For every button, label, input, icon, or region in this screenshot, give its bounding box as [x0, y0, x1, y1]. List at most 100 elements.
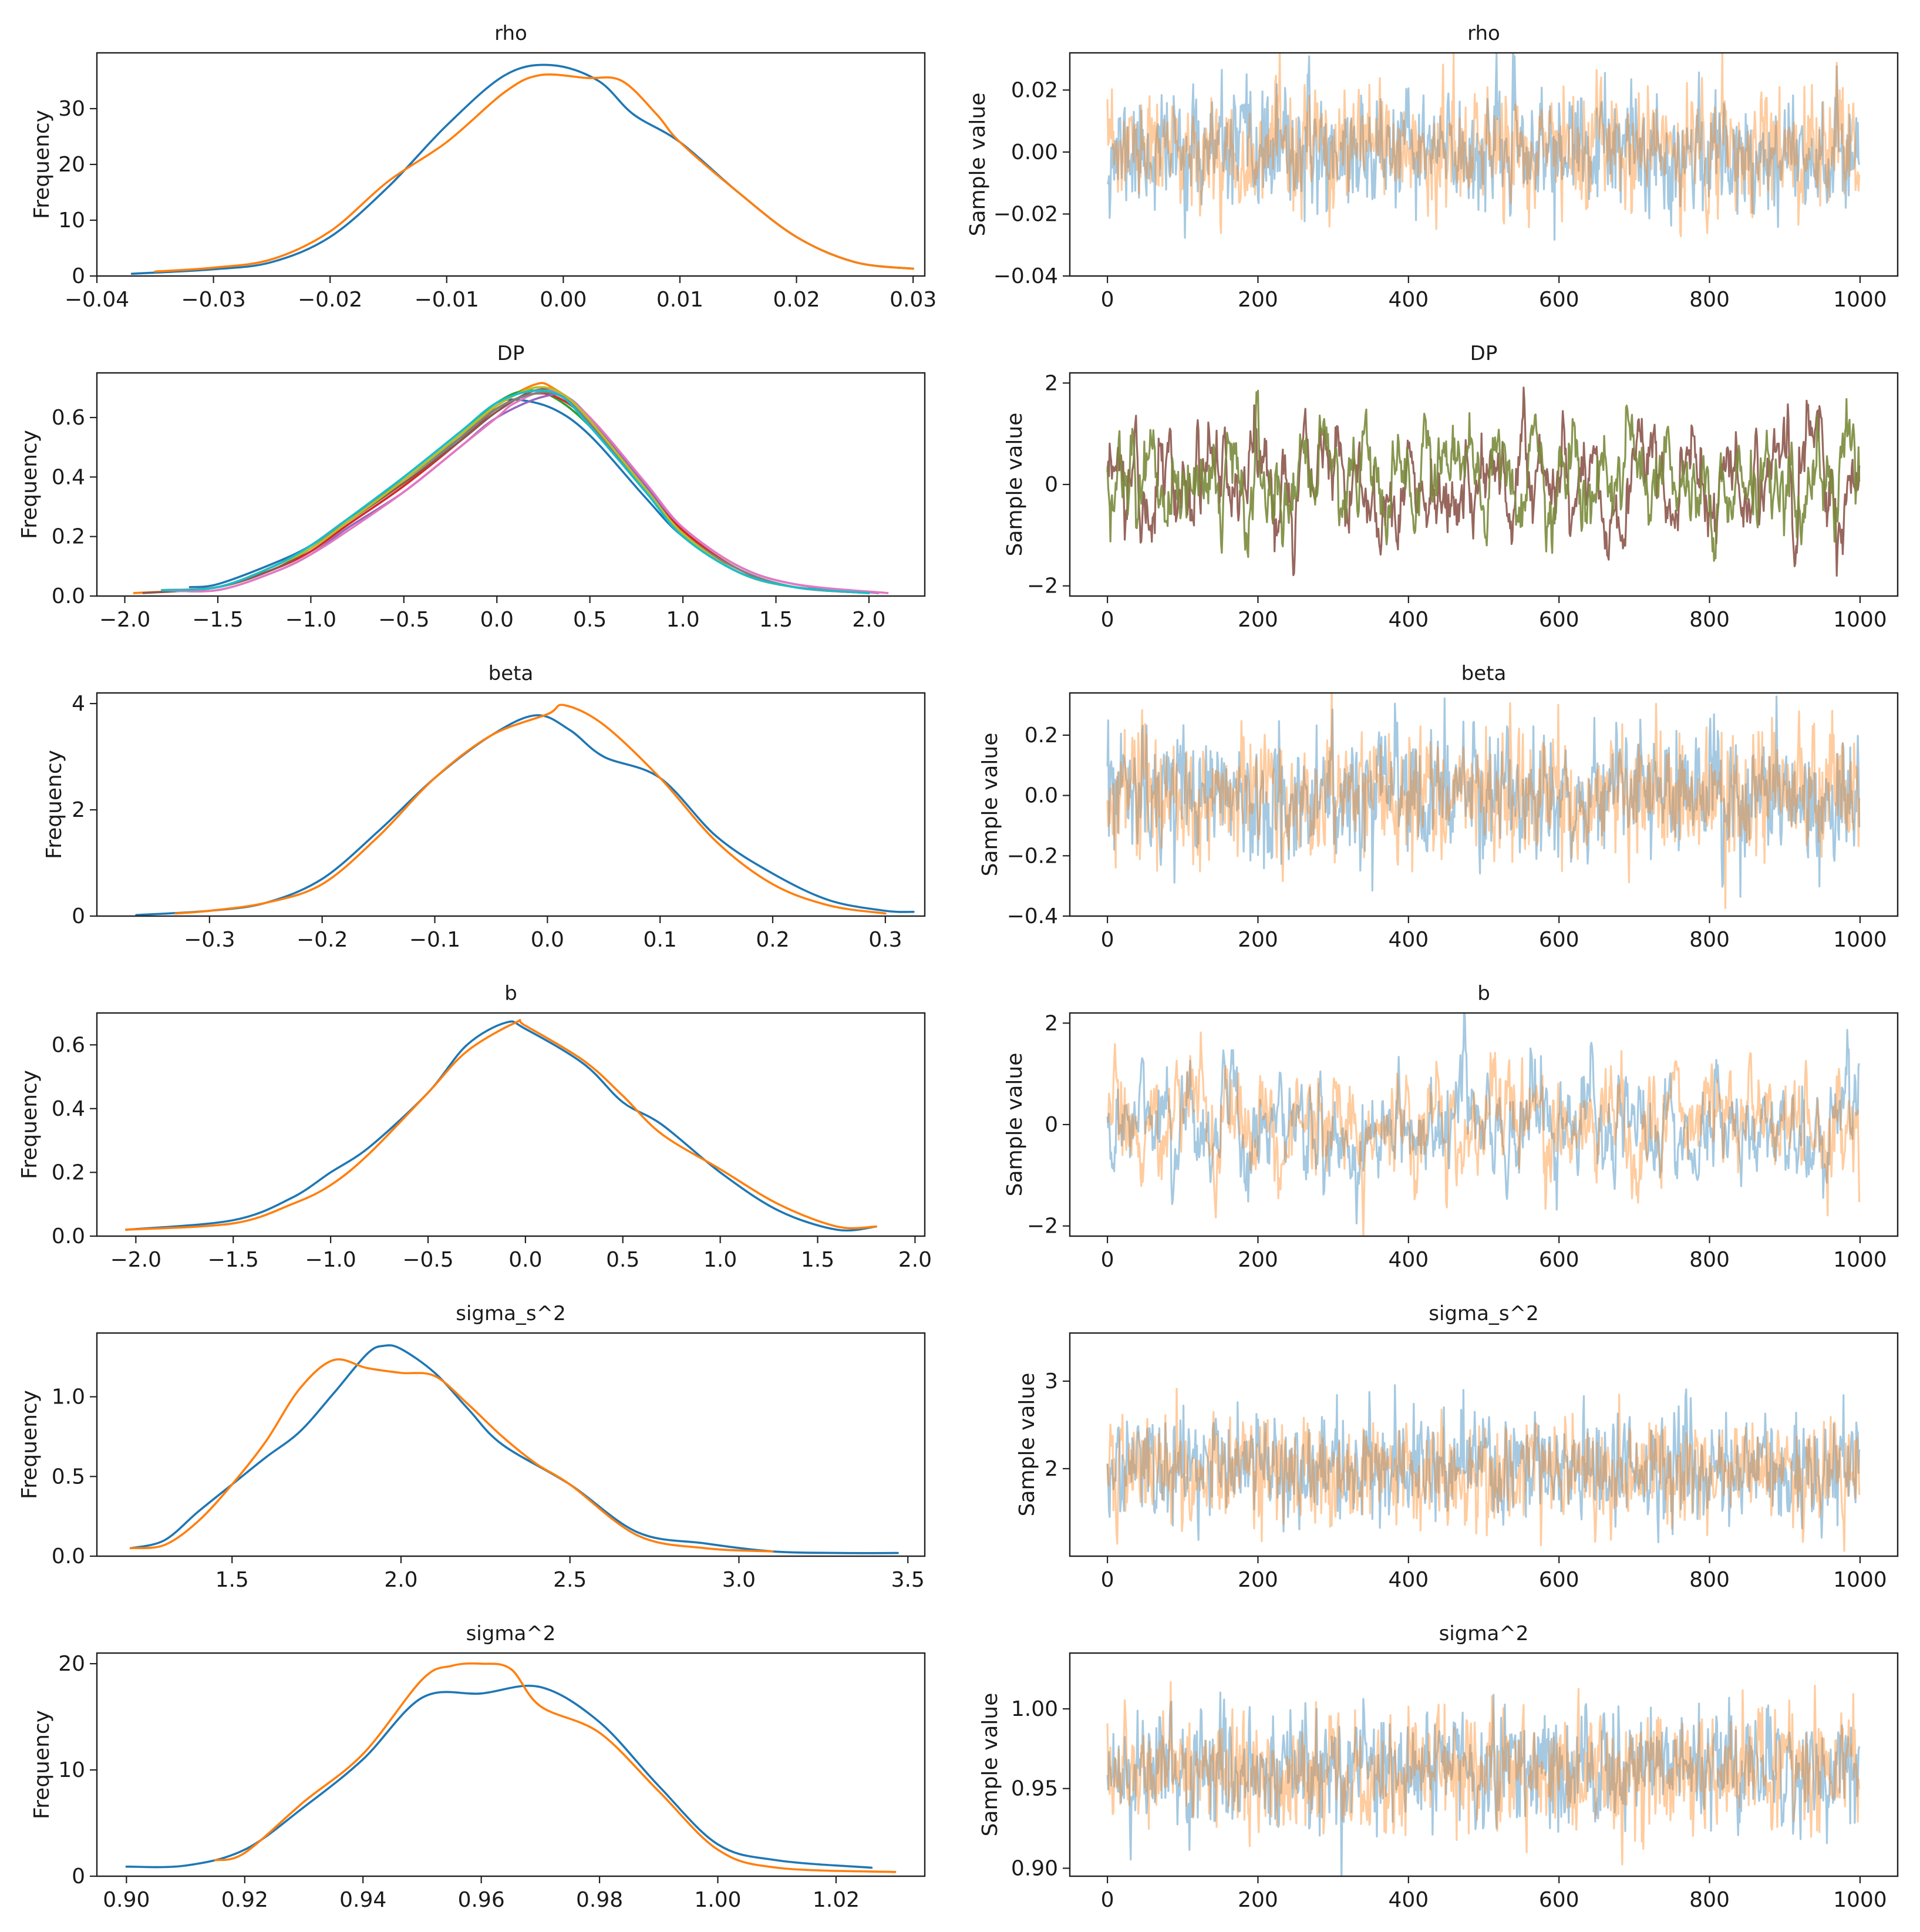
dp-density-line-chain-7	[161, 391, 870, 594]
sigma-2-density-xtick-label: 1.00	[694, 1888, 741, 1912]
sigma-2-density-ytick-label: 20	[58, 1652, 85, 1676]
sigma-s-2-density-xtick-label: 2.5	[553, 1568, 587, 1592]
sigma-2-density-xtick-label: 1.02	[813, 1888, 860, 1912]
rho-density-line-chain-1	[154, 73, 914, 273]
beta-trace-xtick-label: 800	[1689, 928, 1730, 952]
b-density-ylabel: Frequency	[18, 1070, 42, 1179]
sigma-s-2-density-xtick-label: 3.0	[722, 1568, 756, 1592]
rho-density-series-group	[130, 63, 914, 275]
beta-density-xtick-label: 0.0	[531, 928, 564, 952]
dp-density-xtick-label: 1.5	[759, 608, 793, 632]
rho-density-xtick-label: 0.02	[773, 288, 820, 312]
sigma-2-density-ytick-label: 10	[58, 1758, 85, 1782]
rho-trace-ytick-label: 0.02	[1011, 78, 1058, 102]
sigma-2-trace-trace-chain-1	[1106, 1681, 1861, 1866]
rho-trace-ylabel: Sample value	[966, 93, 990, 237]
dp-trace-ytick-label: 0	[1045, 473, 1058, 497]
b-density-xtick-label: 1.5	[801, 1248, 834, 1272]
sigma-2-trace-xtick-label: 0	[1101, 1888, 1114, 1912]
beta-density-xtick-label: −0.3	[184, 928, 235, 952]
beta-trace-ytick-label: −0.2	[1007, 844, 1058, 868]
rho-density-xtick-label: 0.03	[890, 288, 937, 312]
beta-trace-trace-chain-0	[1106, 695, 1861, 898]
b-density-xtick-label: 0.5	[606, 1248, 639, 1272]
sigma-s-2-density-ytick-label: 0.5	[52, 1465, 85, 1489]
sigma-2-trace-ytick-label: 1.00	[1011, 1697, 1058, 1721]
dp-density-xtick-label: 0.0	[480, 608, 514, 632]
sigma-2-trace-xtick-label: 600	[1539, 1888, 1579, 1912]
sigma-2-trace-panel: sigma^2 0 200 400 600 800 1000 0.90 0.95 1.00 Samp…	[978, 1622, 1899, 1912]
beta-trace-ylabel: Sample value	[978, 733, 1002, 877]
b-trace-trace-chain-1	[1107, 1031, 1861, 1236]
sigma-s-2-density-xtick-label: 2.0	[384, 1568, 417, 1592]
b-density-xtick-label: −0.5	[402, 1248, 453, 1272]
dp-density-series-group	[133, 382, 889, 594]
b-density-series-group	[125, 1019, 877, 1232]
dp-density-line-chain-8	[161, 386, 870, 594]
rho-density-ylabel: Frequency	[30, 110, 54, 219]
b-trace-panel: b 0 200 400 600 800 1000 −2 0 2 Sample value	[1003, 982, 1899, 1272]
beta-density-xtick-label: 0.2	[756, 928, 789, 952]
sigma-2-density-panel: sigma^2 0.90 0.92 0.94 0.96 0.98 1.00 1.02 0 10 20…	[30, 1622, 926, 1912]
b-density-xtick-label: −2.0	[110, 1248, 161, 1272]
rho-density-axes-frame	[96, 52, 926, 277]
rho-trace-title: rho	[1467, 22, 1500, 45]
dp-trace-ytick-label: −2	[1027, 574, 1058, 598]
dp-density-xtick-label: −1.0	[285, 608, 336, 632]
b-density-ytick-label: 0.4	[52, 1097, 85, 1121]
b-trace-xtick-label: 600	[1539, 1248, 1579, 1272]
b-trace-xtick-label: 400	[1388, 1248, 1429, 1272]
sigma-s-2-trace-ytick-label: 2	[1045, 1457, 1058, 1481]
sigma-2-density-xtick-label: 0.90	[103, 1888, 150, 1912]
sigma-s-2-density-ytick-label: 1.0	[52, 1385, 85, 1409]
dp-density-line-chain-2	[161, 389, 870, 594]
dp-trace-trace-chain-1	[1106, 389, 1861, 562]
rho-density-xtick-label: −0.03	[181, 288, 245, 312]
b-density-line-chain-0	[125, 1020, 877, 1232]
sigma-2-density-series-group	[125, 1662, 897, 1873]
beta-density-xtick-label: 0.1	[644, 928, 677, 952]
rho-trace-xtick-label: 1000	[1833, 288, 1887, 312]
sigma-2-trace-title: sigma^2	[1439, 1622, 1529, 1645]
dp-density-ytick-label: 0.4	[52, 465, 85, 489]
dp-density-line-chain-5	[142, 388, 870, 594]
sigma-s-2-density-xtick-label: 1.5	[215, 1568, 249, 1592]
b-trace-ytick-label: −2	[1027, 1214, 1058, 1238]
b-density-xtick-label: 0.0	[508, 1248, 542, 1272]
dp-density-xtick-label: −2.0	[99, 608, 150, 632]
rho-trace-xtick-label: 200	[1238, 288, 1278, 312]
beta-density-axes-frame	[96, 692, 926, 917]
rho-density-panel: rho −0.04 −0.03 −0.02 −0.01 0.00 0.01 0.02 0.03 0…	[30, 22, 937, 312]
dp-density-xtick-label: −0.5	[378, 608, 429, 632]
beta-trace-xtick-label: 400	[1388, 928, 1429, 952]
beta-density-line-chain-0	[135, 714, 915, 916]
sigma-2-trace-xtick-label: 1000	[1833, 1888, 1887, 1912]
beta-density-xtick-label: −0.2	[297, 928, 348, 952]
dp-density-ytick-label: 0.6	[52, 406, 85, 430]
b-trace-ylabel: Sample value	[1003, 1053, 1027, 1197]
dp-trace-series-group	[1106, 386, 1861, 577]
sigma-s-2-trace-xtick-label: 800	[1689, 1568, 1730, 1592]
sigma-2-trace-xtick-label: 800	[1689, 1888, 1730, 1912]
b-trace-title: b	[1477, 982, 1490, 1005]
dp-density-xtick-label: 1.0	[666, 608, 699, 632]
b-density-xtick-label: 2.0	[898, 1248, 932, 1272]
b-density-line-chain-1	[125, 1019, 877, 1231]
beta-density-series-group	[135, 704, 915, 916]
dp-density-panel: DP −2.0 −1.5 −1.0 −0.5 0.0 0.5 1.0 1.5 2.0 0.0 0.2 0…	[18, 342, 926, 632]
dp-density-xtick-label: 0.5	[573, 608, 607, 632]
dp-density-line-chain-4	[161, 393, 880, 594]
sigma-s-2-trace-trace-chain-1	[1106, 1388, 1861, 1552]
rho-density-xtick-label: 0.00	[540, 288, 587, 312]
dp-trace-xtick-label: 200	[1238, 608, 1278, 632]
b-density-xtick-label: 1.0	[703, 1248, 737, 1272]
rho-trace-xtick-label: 0	[1101, 288, 1114, 312]
sigma-s-2-trace-title: sigma_s^2	[1429, 1302, 1539, 1325]
dp-trace-xtick-label: 600	[1539, 608, 1579, 632]
rho-density-line-chain-0	[130, 63, 914, 275]
b-density-panel: b −2.0 −1.5 −1.0 −0.5 0.0 0.5 1.0 1.5 2.0 0.0 0.2 0.…	[18, 982, 932, 1272]
dp-trace-ylabel: Sample value	[1003, 413, 1027, 557]
b-trace-ytick-label: 0	[1045, 1113, 1058, 1137]
sigma-s-2-trace-xtick-label: 400	[1388, 1568, 1429, 1592]
b-density-ytick-label: 0.0	[52, 1224, 85, 1248]
